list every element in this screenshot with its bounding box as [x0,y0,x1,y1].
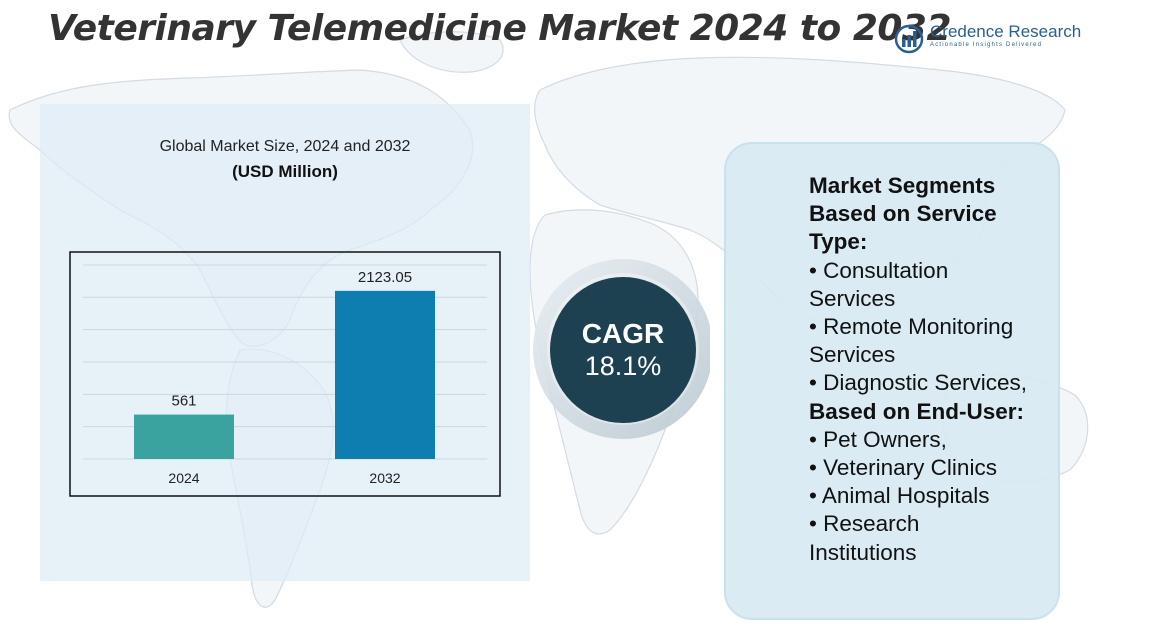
credence-research-logo: Credence Research Actionable Insights De… [894,22,1084,56]
bar-chart: 561 2024 2123.05 2032 [69,251,501,497]
segment-heading: Based on Service [809,201,997,227]
segment-item: Services [809,285,896,311]
x-tick-label-2032: 2032 [369,470,400,486]
data-label-2032: 2123.05 [358,269,412,286]
segments-list: Market Segments Based on Service Type: • Co… [809,172,1059,567]
logo-icon [894,24,924,54]
bar-2024 [134,414,234,459]
data-label-2024: 561 [171,393,196,410]
segment-heading: Type: [809,229,868,255]
segment-heading: Based on End-User: [809,398,1025,424]
chart-panel [40,104,530,581]
segment-item: Institutions [809,539,917,565]
segment-item: • Veterinary Clinics [809,455,997,481]
x-tick-label-2024: 2024 [168,470,199,486]
bar-2032 [335,290,435,459]
chart-heading: Global Market Size, 2024 and 2032 [159,138,411,155]
chart-frame [69,251,501,497]
logo-name: Credence Research [930,22,1082,41]
segments-panel [724,142,1060,620]
chart-unit: (USD Million) [232,162,338,181]
logo-tagline: Actionable Insights Delivered [930,42,1043,48]
segment-item: • Animal Hospitals [809,483,990,509]
cagr-badge: CAGR 18.1% [550,277,696,423]
segment-item: • Remote Monitoring [809,314,1014,340]
segment-item: • Pet Owners, [809,426,947,452]
segment-item: Services [809,342,896,368]
page-title: Veterinary Telemedicine Market 2024 to 2… [48,8,952,49]
cagr-value: 18.1% [584,351,662,381]
segment-heading: Market Segments [809,173,996,198]
segment-item: • Research [809,511,920,537]
cagr-label: CAGR [581,318,665,349]
segment-item: • Diagnostic Services, [809,370,1027,396]
segment-item: • Consultation [809,257,949,283]
